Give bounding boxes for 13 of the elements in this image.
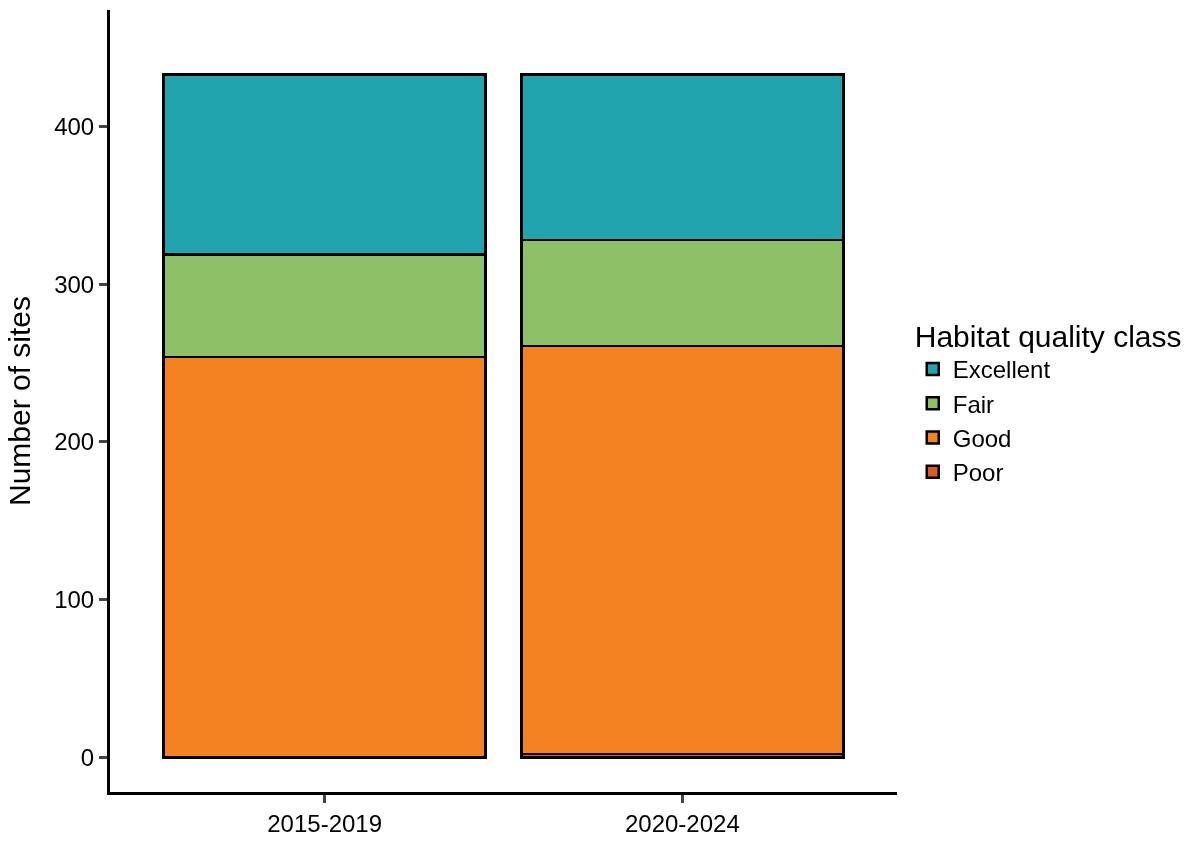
legend-label: Good	[952, 424, 1012, 452]
x-tick-label: 2015-2019	[267, 809, 383, 837]
legend-label: Fair	[952, 390, 995, 418]
y-tick-label: 0	[80, 743, 95, 771]
x-tick-label: 2020-2024	[624, 809, 740, 837]
y-tick-label: 100	[54, 586, 95, 614]
y-tick-label: 400	[54, 113, 95, 141]
y-axis-title: Number of sites	[3, 295, 37, 507]
y-tick-label: 200	[54, 428, 95, 456]
legend-label: Poor	[952, 459, 1004, 487]
y-tick-label: 300	[54, 270, 95, 298]
legend-title: Habitat quality class	[914, 320, 1182, 353]
legend-label: Excellent	[952, 356, 1051, 384]
